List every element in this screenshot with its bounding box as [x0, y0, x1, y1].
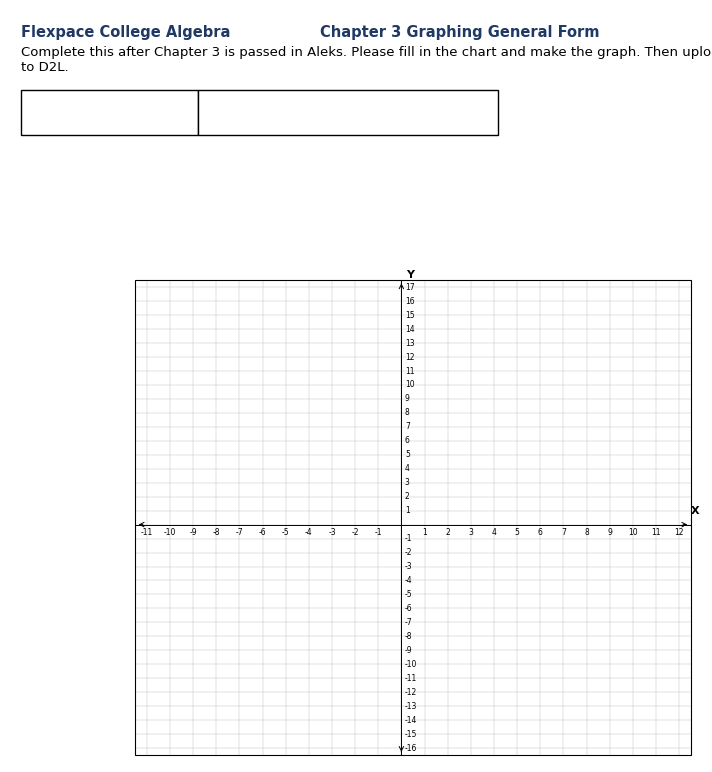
Text: 10: 10 — [405, 381, 414, 389]
Text: -9: -9 — [189, 528, 197, 537]
Text: -3: -3 — [328, 528, 336, 537]
Text: 12: 12 — [674, 528, 684, 537]
Text: 8: 8 — [405, 408, 409, 418]
Text: Y: Y — [406, 270, 414, 280]
Text: 17: 17 — [405, 283, 414, 292]
Text: 11: 11 — [651, 528, 661, 537]
Bar — [21, 90, 198, 135]
Text: -1: -1 — [405, 534, 412, 543]
Text: -9: -9 — [405, 646, 412, 655]
Text: 12: 12 — [405, 353, 414, 361]
Text: 2: 2 — [405, 493, 409, 501]
Text: -8: -8 — [212, 528, 220, 537]
Text: 16: 16 — [405, 296, 414, 306]
Text: 6: 6 — [538, 528, 543, 537]
Text: -10: -10 — [164, 528, 176, 537]
Text: -11: -11 — [141, 528, 153, 537]
Text: -4: -4 — [305, 528, 313, 537]
Text: -13: -13 — [405, 702, 417, 711]
Text: 9: 9 — [607, 528, 612, 537]
Text: 9: 9 — [405, 394, 409, 404]
Text: -6: -6 — [405, 604, 412, 613]
Text: 5: 5 — [515, 528, 520, 537]
Text: -7: -7 — [236, 528, 244, 537]
Text: 10: 10 — [628, 528, 638, 537]
Text: 15: 15 — [405, 310, 414, 320]
Text: 3: 3 — [468, 528, 473, 537]
Text: Chapter 3 Graphing General Form: Chapter 3 Graphing General Form — [320, 25, 600, 39]
Text: 6: 6 — [405, 436, 409, 445]
Text: -3: -3 — [405, 562, 412, 571]
Text: 8: 8 — [584, 528, 589, 537]
Text: 1: 1 — [405, 506, 409, 515]
Text: X: X — [691, 506, 700, 516]
Text: Complete this after Chapter 3 is passed in Aleks. Please fill in the chart and m: Complete this after Chapter 3 is passed … — [21, 46, 712, 74]
Text: -8: -8 — [405, 631, 412, 641]
Text: 1: 1 — [422, 528, 427, 537]
Text: Flexpace College Algebra: Flexpace College Algebra — [21, 25, 231, 39]
Text: 7: 7 — [561, 528, 566, 537]
Text: -16: -16 — [405, 743, 417, 753]
Text: 2: 2 — [445, 528, 450, 537]
Text: 11: 11 — [405, 367, 414, 375]
Text: -15: -15 — [405, 730, 417, 739]
Text: -11: -11 — [405, 674, 417, 682]
Text: -5: -5 — [405, 590, 412, 599]
Text: -14: -14 — [405, 716, 417, 725]
Text: 4: 4 — [405, 464, 409, 473]
Text: -1: -1 — [375, 528, 382, 537]
Text: -4: -4 — [405, 576, 412, 585]
Text: 4: 4 — [491, 528, 496, 537]
Text: -12: -12 — [405, 688, 417, 696]
Text: -5: -5 — [282, 528, 290, 537]
Text: 14: 14 — [405, 324, 414, 334]
Text: 5: 5 — [405, 450, 409, 459]
Text: -6: -6 — [258, 528, 266, 537]
Text: 3: 3 — [405, 478, 409, 487]
Text: -10: -10 — [405, 660, 417, 669]
Text: -2: -2 — [405, 548, 412, 557]
Bar — [198, 90, 498, 135]
Text: -7: -7 — [405, 618, 412, 627]
Text: 13: 13 — [405, 339, 414, 347]
Text: -2: -2 — [351, 528, 359, 537]
Text: 7: 7 — [405, 422, 409, 432]
